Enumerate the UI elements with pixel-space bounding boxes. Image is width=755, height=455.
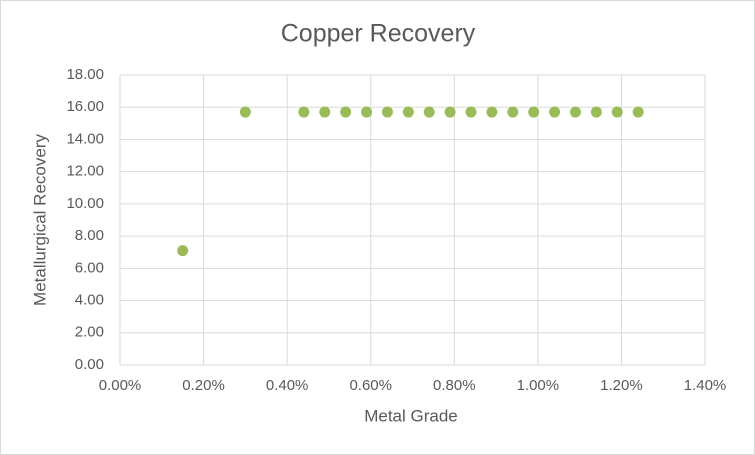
point (486, 106, 498, 118)
y-tick-label: 4.00 (75, 292, 104, 309)
point (611, 106, 623, 118)
point (632, 106, 644, 118)
point (423, 106, 435, 118)
y-tick-label: 14.00 (66, 130, 104, 147)
point (361, 106, 373, 118)
y-axis-title: Metallurgical Recovery (30, 134, 49, 306)
point (444, 106, 456, 118)
point (590, 106, 602, 118)
point (319, 106, 331, 118)
point (465, 106, 477, 118)
x-tick-label: 1.40% (684, 377, 727, 394)
y-tick-label: 0.00 (75, 356, 104, 373)
y-tick-label: 2.00 (75, 324, 104, 341)
point (402, 106, 414, 118)
x-tick-label: 0.40% (266, 377, 309, 394)
point (340, 106, 352, 118)
x-tick-label: 0.60% (349, 377, 392, 394)
y-tick-label: 18.00 (66, 66, 104, 83)
y-tick-label: 12.00 (66, 163, 104, 180)
point (528, 106, 540, 118)
point (298, 106, 310, 118)
y-tick-label: 8.00 (75, 227, 104, 244)
point (569, 106, 581, 118)
y-tick-label: 16.00 (66, 98, 104, 115)
x-tick-label: 0.20% (182, 377, 225, 394)
x-axis-title: Metal Grade (364, 406, 458, 425)
point (239, 106, 251, 118)
x-tick-label: 0.00% (99, 377, 142, 394)
point (549, 106, 561, 118)
x-tick-label: 1.20% (600, 377, 643, 394)
x-tick-label: 0.80% (433, 377, 476, 394)
y-tick-label: 6.00 (75, 259, 104, 276)
point (177, 245, 189, 257)
point (381, 106, 393, 118)
chart-title: Copper Recovery (281, 20, 476, 48)
y-tick-label: 10.00 (66, 195, 104, 212)
point (507, 106, 519, 118)
x-tick-label: 1.00% (517, 377, 560, 394)
